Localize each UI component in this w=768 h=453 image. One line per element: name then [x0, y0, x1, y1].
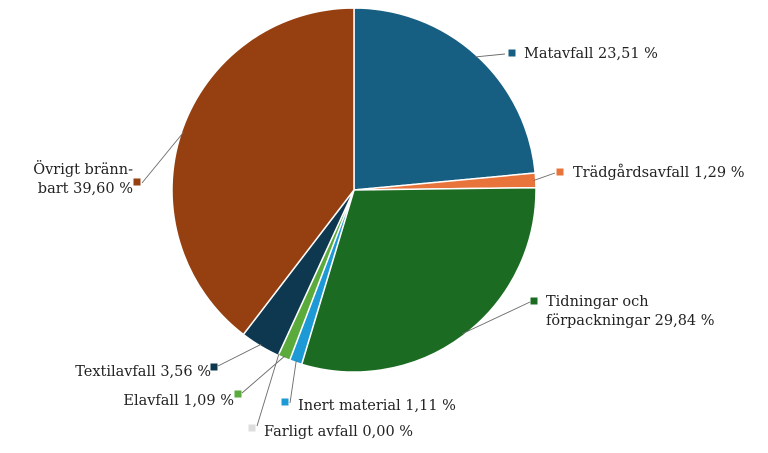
pie-slice-tidningar-och-forpackningar [300, 186, 537, 373]
legend-marker-elavfall [234, 390, 242, 398]
legend-marker-inert-material [281, 398, 289, 406]
slice-label-line: Övrigt bränn- [33, 160, 133, 178]
pie-slice-matavfall [353, 7, 537, 191]
slice-label-line: Farligt avfall 0,00 % [264, 424, 413, 440]
pie-slice-ovrigt-brannbart [171, 7, 355, 336]
leader-lines [141, 53, 556, 427]
leader-line-ovrigt-brannbart [141, 131, 184, 184]
leader-line-tidningar-och-forpackningar [462, 301, 531, 335]
leader-line-textilavfall [217, 343, 262, 367]
pie-slices [171, 7, 537, 373]
slice-label-line: Matavfall 23,51 % [524, 46, 658, 62]
legend-marker-tidningar-och-forpackningar [530, 297, 538, 305]
slice-label-line: Inert material 1,11 % [298, 398, 456, 414]
leader-line-farligt-avfall [256, 353, 280, 427]
slice-label-line: förpackningar 29,84 % [546, 313, 715, 329]
slice-label-textilavfall: Textilavfall 3,56 % [75, 364, 211, 380]
legend-marker-ovrigt-brannbart [133, 178, 141, 186]
slice-label-elavfall: Elavfall 1,09 % [123, 393, 234, 409]
leader-line-inert-material [289, 360, 297, 404]
leader-line-tradgardsavfall [533, 172, 556, 181]
slice-label-line: Tidningar och [546, 294, 649, 310]
slice-label-line: Elavfall 1,09 % [123, 393, 234, 409]
legend-marker-farligt-avfall [248, 424, 256, 432]
slice-label-line: bart 39,60 % [38, 181, 133, 197]
slice-label-tradgardsavfall: Trädgårdsavfall 1,29 % [573, 164, 745, 181]
slice-label-line: Textilavfall 3,56 % [75, 364, 211, 380]
slice-label-tidningar-och-forpackningar: Tidningar och förpackningar 29,84 % [546, 294, 715, 329]
slice-label-matavfall: Matavfall 23,51 % [524, 46, 658, 62]
slice-label-farligt-avfall: Farligt avfall 0,00 % [264, 424, 413, 440]
leader-line-elavfall [241, 355, 285, 394]
legend-marker-tradgardsavfall [556, 168, 564, 176]
slice-label-inert-material: Inert material 1,11 % [298, 398, 456, 414]
leader-line-matavfall [475, 53, 506, 58]
legend-marker-textilavfall [210, 363, 218, 371]
slice-label-line: Trädgårdsavfall 1,29 % [573, 164, 745, 181]
slice-label-ovrigt-brannbart: Övrigt bränn-bart 39,60 % [33, 160, 133, 197]
legend-marker-matavfall [508, 49, 516, 57]
slice-labels: Matavfall 23,51 % Trädgårdsavfall 1,29 % T… [33, 46, 744, 440]
